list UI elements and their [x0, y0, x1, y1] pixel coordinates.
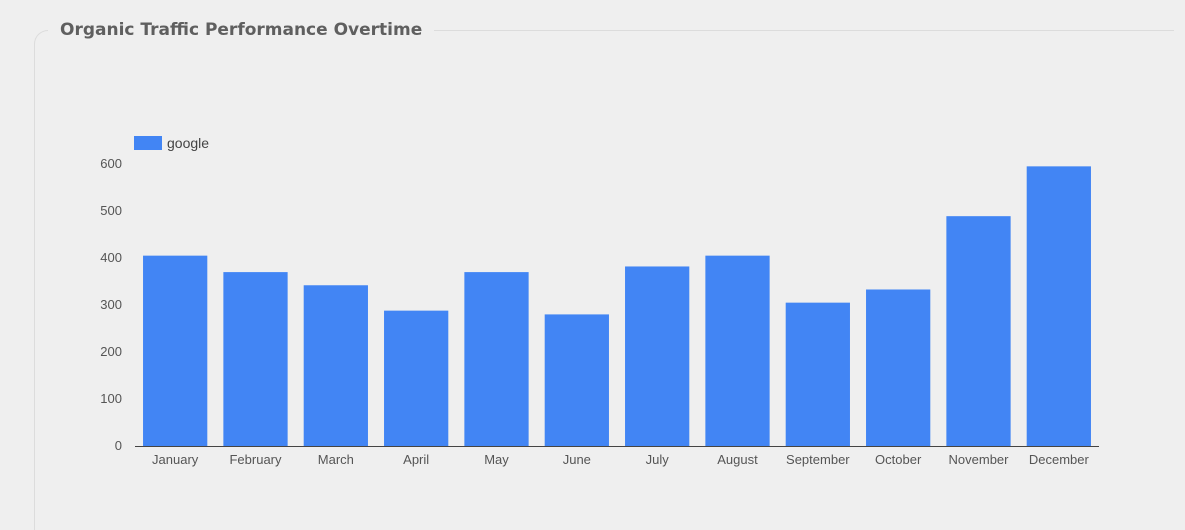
y-tick-label: 200 [100, 344, 122, 359]
bar-april[interactable] [384, 311, 448, 446]
y-tick-label: 500 [100, 203, 122, 218]
y-tick-label: 300 [100, 297, 122, 312]
x-tick-label: November [949, 452, 1010, 467]
bar-february[interactable] [223, 272, 287, 446]
bar-may[interactable] [464, 272, 528, 446]
x-tick-label: February [229, 452, 282, 467]
bars [143, 166, 1091, 446]
y-axis: 0 100 200 300 400 500 600 [100, 156, 122, 453]
y-tick-label: 100 [100, 391, 122, 406]
y-tick-label: 600 [100, 156, 122, 171]
legend-label-google: google [167, 135, 209, 151]
legend-swatch-google [134, 136, 162, 150]
x-tick-label: September [786, 452, 850, 467]
x-tick-label: October [875, 452, 922, 467]
bar-november[interactable] [946, 216, 1010, 446]
x-tick-label: May [484, 452, 509, 467]
x-tick-label: August [717, 452, 758, 467]
bar-march[interactable] [304, 285, 368, 446]
x-tick-label: March [318, 452, 354, 467]
bar-december[interactable] [1027, 166, 1091, 446]
bar-january[interactable] [143, 256, 207, 446]
y-tick-label: 0 [115, 438, 122, 453]
x-tick-label: December [1029, 452, 1090, 467]
x-tick-label: January [152, 452, 199, 467]
legend: google [134, 135, 209, 151]
bar-chart: google 0 100 200 300 400 500 600 January Februa… [0, 0, 1185, 518]
y-tick-label: 400 [100, 250, 122, 265]
bar-september[interactable] [786, 303, 850, 446]
bar-june[interactable] [545, 314, 609, 446]
x-tick-label: April [403, 452, 429, 467]
bar-july[interactable] [625, 266, 689, 446]
x-tick-label: July [646, 452, 670, 467]
x-tick-label: June [563, 452, 591, 467]
bar-october[interactable] [866, 289, 930, 446]
bar-august[interactable] [705, 256, 769, 446]
x-axis: January February March April May June July Augu… [135, 447, 1099, 468]
